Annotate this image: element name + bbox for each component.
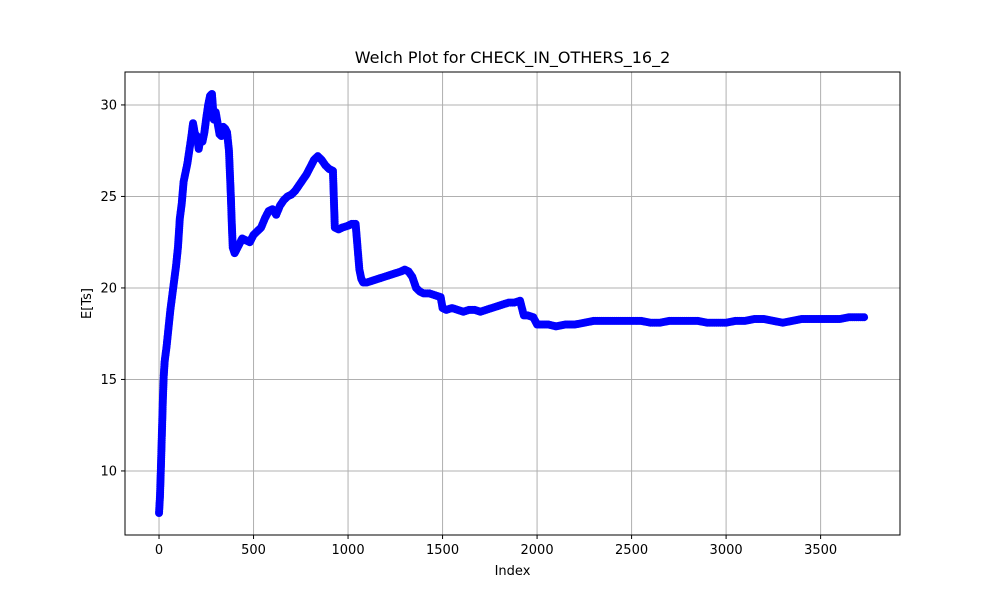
x-tick-label: 500: [241, 543, 266, 558]
x-tick-label: 3500: [804, 543, 837, 558]
tick-layer: 0 500 1000 1500 2000 2500 3000 3500 10 15 20 25 30: [100, 98, 837, 558]
x-tick-label: 0: [155, 543, 163, 558]
grid-layer: [125, 72, 900, 535]
y-tick-label: 20: [100, 281, 117, 296]
y-axis-label: E[Ts]: [80, 288, 95, 319]
x-tick-label: 1000: [332, 543, 365, 558]
chart-title: Welch Plot for CHECK_IN_OTHERS_16_2: [355, 48, 671, 68]
y-tick-label: 30: [100, 98, 117, 113]
plot-frame: [124, 71, 901, 536]
x-tick-label: 1500: [426, 543, 459, 558]
y-tick-label: 10: [100, 464, 117, 479]
x-tick-label: 2000: [521, 543, 554, 558]
x-axis-label: Index: [495, 564, 531, 579]
y-tick-label: 15: [100, 373, 117, 388]
x-tick-label: 2500: [615, 543, 648, 558]
data-point: [860, 313, 869, 322]
y-tick-label: 25: [100, 190, 117, 205]
data-points: [155, 89, 869, 518]
x-tick-label: 3000: [710, 543, 743, 558]
